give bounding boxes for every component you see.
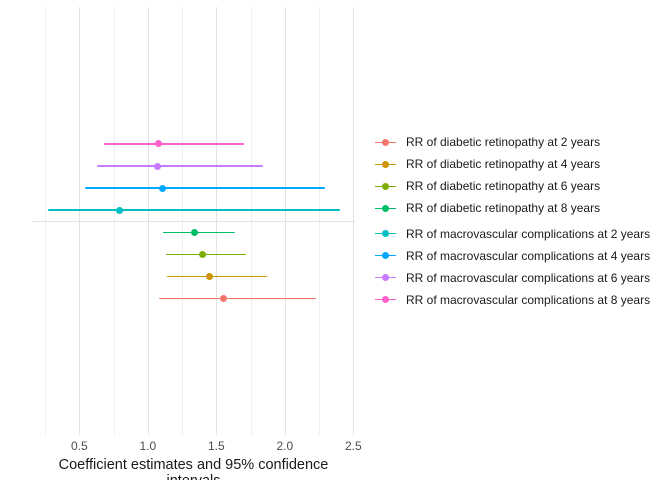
legend-item-label: RR of diabetic retinopathy at 4 years [406,157,601,172]
estimate-point [219,295,227,303]
legend-item-label: RR of macrovascular complications at 6 y… [406,270,651,285]
legend-key-dot [382,160,389,168]
legend-key-dot [382,138,389,146]
legend-key-pointrange-icon [375,153,396,175]
estimate-point [153,162,161,170]
legend-key-pointrange-icon [375,289,396,311]
legend-key-pointrange-icon [375,175,396,197]
ci-line [47,209,340,211]
legend-item-label: RR of diabetic retinopathy at 8 years [406,201,601,216]
ci-line [84,187,325,189]
legend-item: RR of macrovascular complications at 6 y… [375,267,650,289]
legend-key-dot [382,204,389,212]
legend-key-pointrange-icon [375,245,396,267]
estimate-point [190,228,198,236]
legend-item: RR of diabetic retinopathy at 6 years [375,175,600,197]
ci-line [97,165,263,167]
legend-key-dot [382,274,389,282]
x-tick-label: 2.0 [276,439,294,453]
legend-item: RR of diabetic retinopathy at 4 years [375,153,600,175]
estimate-point [159,184,167,192]
legend-item-label: RR of macrovascular complications at 4 y… [406,248,651,263]
gridline-major-y [32,220,355,222]
legend-key-pointrange-icon [375,197,396,219]
legend-key-dot [382,252,389,260]
ci-line [166,275,267,278]
legend-item: RR of macrovascular complications at 8 y… [375,289,650,311]
legend-key-dot [382,182,389,190]
legend-item: RR of diabetic retinopathy at 2 years [375,131,600,153]
legend-key-dot [382,230,389,238]
x-tick-label: 0.5 [70,439,88,453]
legend-key-dot [382,296,389,304]
estimate-point [205,273,213,280]
legend-item-label: RR of diabetic retinopathy at 2 years [406,135,601,150]
legend-key-pointrange-icon [375,267,396,289]
estimate-point [199,250,207,258]
ci-line [103,143,244,145]
x-tick-label: 1.5 [207,439,225,453]
ci-line [162,231,236,234]
estimate-point [155,140,163,148]
legend-key-pointrange-icon [375,131,396,153]
legend-item-label: RR of macrovascular complications at 2 y… [406,226,651,241]
estimate-point [115,206,123,214]
x-axis-title: Coefficient estimates and 95% confidence… [58,457,329,480]
ci-line [165,253,247,256]
legend-item: RR of macrovascular complications at 2 y… [375,223,650,245]
x-tick-label: 1.0 [139,439,157,453]
legend-key-pointrange-icon [375,223,396,245]
plot-panel [32,7,355,435]
ci-line [158,297,317,300]
legend-item-label: RR of diabetic retinopathy at 6 years [406,179,601,194]
legend-item-label: RR of macrovascular complications at 8 y… [406,292,651,307]
legend-item: RR of diabetic retinopathy at 8 years [375,197,600,219]
legend-item: RR of macrovascular complications at 4 y… [375,245,650,267]
x-tick-label: 2.5 [344,439,362,453]
